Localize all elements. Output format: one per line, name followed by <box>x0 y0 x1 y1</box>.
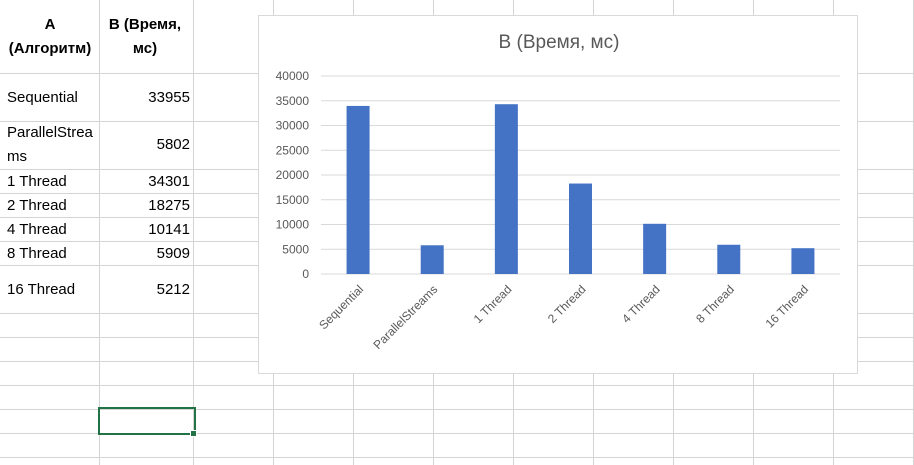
x-tick-label: 16 Thread <box>763 282 811 330</box>
y-tick-label: 30000 <box>276 119 310 133</box>
bar-16-thread[interactable] <box>791 248 815 274</box>
cell-label-16-thread[interactable]: 16 Thread <box>7 281 76 298</box>
fill-handle[interactable] <box>190 430 197 437</box>
x-tick-label: 8 Thread <box>693 282 737 326</box>
active-cell-selection[interactable] <box>98 407 196 435</box>
cell-label-1-thread[interactable]: 1 Thread <box>7 173 67 190</box>
x-tick-label: ParallelStreams <box>371 282 441 352</box>
cell-value-16-thread[interactable]: 5212 <box>156 281 190 298</box>
x-tick-label: 2 Thread <box>545 282 589 326</box>
y-tick-label: 40000 <box>276 69 310 83</box>
y-tick-label: 0 <box>302 267 309 281</box>
bar-chart[interactable]: B (Время, мс) 0 5000 10000 15000 20000 25000 3… <box>258 15 858 374</box>
y-tick-label: 20000 <box>276 168 310 182</box>
x-tick-label: 4 Thread <box>619 282 663 326</box>
header-cell-b[interactable]: B (Время, мс) <box>108 16 182 57</box>
x-tick-label: Sequential <box>316 282 366 332</box>
cell-value-parallelstreams[interactable]: 5802 <box>156 136 190 153</box>
y-tick-label: 25000 <box>276 143 310 157</box>
cell-value-8-thread[interactable]: 5909 <box>156 245 190 262</box>
x-tick-label: 1 Thread <box>471 282 515 326</box>
cell-label-parallelstreams[interactable]: ParallelStreams <box>7 124 93 165</box>
cell-label-4-thread[interactable]: 4 Thread <box>7 221 67 238</box>
chart-title: B (Время, мс) <box>498 32 620 53</box>
cell-label-2-thread[interactable]: 2 Thread <box>7 197 67 214</box>
y-tick-label: 5000 <box>282 242 309 256</box>
cell-label-8-thread[interactable]: 8 Thread <box>7 245 67 262</box>
bar-4-thread[interactable] <box>643 223 667 274</box>
y-tick-label: 10000 <box>276 218 310 232</box>
bar-8-thread[interactable] <box>717 244 741 274</box>
cell-value-1-thread[interactable]: 34301 <box>148 173 190 190</box>
bar-1-thread[interactable] <box>494 104 518 274</box>
header-cell-a[interactable]: A (Алгоритм) <box>8 16 92 57</box>
bar-2-thread[interactable] <box>569 183 592 274</box>
y-tick-label: 35000 <box>276 94 310 108</box>
bar-sequential[interactable] <box>346 105 370 274</box>
chart-plot-area: 0 5000 10000 15000 20000 25000 30000 35000 40000… <box>276 69 840 352</box>
cell-value-4-thread[interactable]: 10141 <box>148 221 190 238</box>
cell-value-2-thread[interactable]: 18275 <box>148 197 190 214</box>
cell-label-sequential[interactable]: Sequential <box>7 89 78 106</box>
bar-parallelstreams[interactable] <box>420 245 444 274</box>
y-tick-label: 15000 <box>276 193 310 207</box>
cell-value-sequential[interactable]: 33955 <box>148 89 190 106</box>
